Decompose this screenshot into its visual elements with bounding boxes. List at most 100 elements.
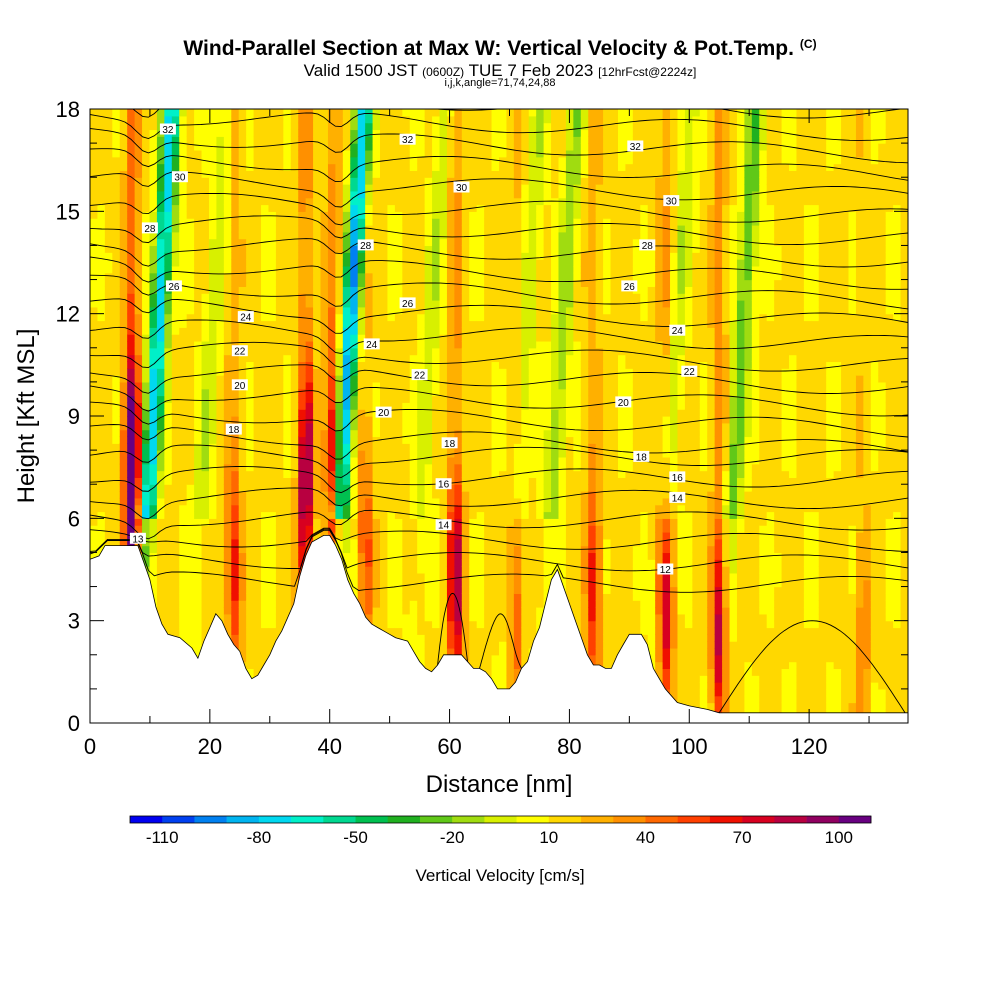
velocity-cell (335, 320, 344, 328)
velocity-cell (409, 627, 418, 635)
velocity-cell (365, 327, 374, 335)
velocity-cell (112, 300, 121, 308)
velocity-cell (298, 422, 307, 431)
velocity-cell (90, 170, 99, 178)
velocity-cell (380, 313, 389, 322)
velocity-cell (201, 327, 210, 335)
velocity-cell (127, 320, 136, 328)
velocity-cell (90, 272, 99, 281)
velocity-cell (149, 443, 158, 451)
velocity-cell (432, 354, 441, 363)
velocity-cell (342, 450, 351, 458)
velocity-cell (402, 525, 411, 533)
velocity-cell (342, 552, 351, 560)
velocity-cell (186, 620, 195, 629)
velocity-cell (298, 388, 307, 397)
velocity-cell (290, 586, 299, 594)
velocity-cell (461, 177, 470, 185)
velocity-cell (335, 204, 344, 212)
velocity-cell (313, 402, 322, 410)
velocity-cell (201, 115, 210, 124)
velocity-cell (357, 497, 366, 506)
velocity-cell (446, 368, 455, 376)
velocity-cell (246, 661, 255, 670)
velocity-cell (454, 627, 463, 635)
velocity-cell (253, 511, 262, 519)
velocity-cell (394, 491, 403, 499)
velocity-cell (424, 361, 433, 369)
velocity-cell (417, 593, 426, 601)
velocity-cell (149, 136, 158, 144)
velocity-cell (350, 306, 359, 315)
velocity-cell (268, 402, 277, 410)
velocity-cell (476, 429, 485, 438)
velocity-cell (350, 552, 359, 560)
velocity-cell (104, 143, 113, 151)
velocity-cell (491, 184, 500, 192)
velocity-cell (231, 109, 240, 117)
velocity-cell (327, 456, 336, 465)
velocity-cell (290, 416, 299, 424)
velocity-cell (424, 300, 433, 308)
velocity-cell (186, 300, 195, 308)
velocity-cell (142, 259, 151, 267)
velocity-cell (350, 422, 359, 431)
velocity-cell (283, 463, 292, 472)
velocity-cell (380, 204, 389, 212)
velocity-cell (409, 607, 418, 615)
velocity-cell (365, 204, 374, 212)
velocity-cell (320, 340, 329, 349)
velocity-cell (119, 313, 128, 322)
velocity-cell (491, 559, 500, 567)
velocity-cell (156, 231, 165, 240)
velocity-cell (194, 368, 203, 376)
velocity-cell (201, 211, 210, 219)
velocity-cell (432, 566, 441, 574)
velocity-cell (380, 607, 389, 615)
velocity-cell (142, 463, 151, 472)
velocity-cell (499, 477, 508, 485)
velocity-cell (156, 313, 165, 322)
velocity-cell (439, 375, 448, 383)
velocity-cell (268, 272, 277, 281)
velocity-cell (90, 109, 99, 117)
velocity-cell (372, 416, 381, 424)
velocity-cell (149, 450, 158, 458)
velocity-cell (238, 395, 247, 403)
velocity-cell (432, 572, 441, 581)
velocity-cell (171, 470, 180, 478)
velocity-cell (439, 252, 448, 260)
velocity-cell (350, 218, 359, 226)
velocity-cell (491, 402, 500, 410)
velocity-cell (142, 395, 151, 403)
velocity-cell (499, 627, 508, 635)
velocity-cell (142, 450, 151, 458)
velocity-cell (208, 190, 218, 199)
velocity-cell (365, 177, 374, 185)
velocity-cell (216, 416, 225, 424)
velocity-cell (469, 620, 478, 629)
velocity-cell (283, 491, 292, 499)
velocity-cell (432, 409, 441, 417)
velocity-cell (298, 402, 307, 410)
velocity-cell (327, 265, 336, 274)
velocity-cell (476, 340, 485, 349)
velocity-cell (342, 456, 351, 465)
velocity-cell (350, 184, 359, 192)
velocity-cell (127, 422, 136, 431)
velocity-cell (305, 211, 314, 219)
velocity-cell (246, 286, 255, 294)
velocity-cell (261, 613, 270, 622)
velocity-cell (104, 409, 113, 417)
velocity-cell (491, 484, 500, 492)
velocity-cell (484, 456, 493, 465)
velocity-cell (402, 361, 411, 369)
velocity-cell (320, 190, 329, 199)
velocity-cell (149, 354, 158, 363)
velocity-cell (179, 429, 188, 438)
velocity-cell (164, 293, 173, 301)
velocity-cell (484, 156, 493, 165)
velocity-cell (283, 538, 292, 547)
velocity-cell (409, 634, 418, 642)
velocity-cell (127, 347, 136, 356)
